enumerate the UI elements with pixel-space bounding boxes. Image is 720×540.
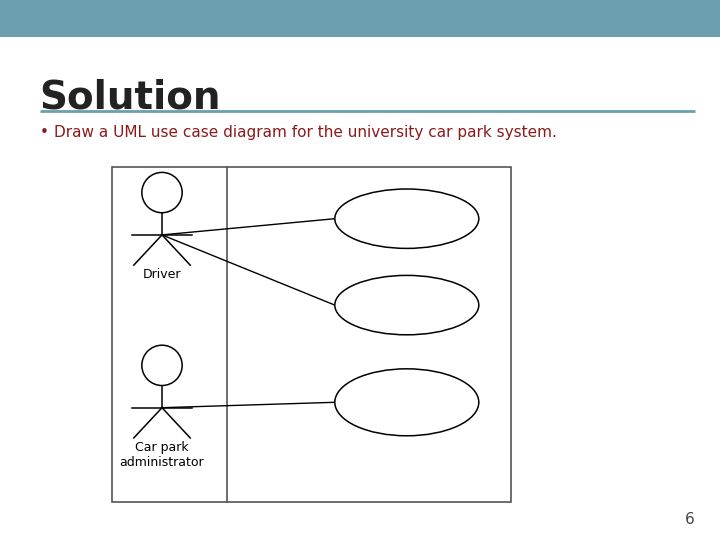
Text: Enter car park: Enter car park — [362, 212, 451, 225]
Ellipse shape — [335, 189, 479, 248]
Text: Car park
administrator: Car park administrator — [120, 441, 204, 469]
Ellipse shape — [335, 275, 479, 335]
Ellipse shape — [335, 369, 479, 436]
Text: Update list of
valid cards: Update list of valid cards — [365, 388, 449, 416]
Text: Draw a UML use case diagram for the university car park system.: Draw a UML use case diagram for the univ… — [54, 125, 557, 140]
Text: Solution: Solution — [40, 78, 221, 116]
Text: 6: 6 — [685, 511, 695, 526]
Ellipse shape — [142, 172, 182, 213]
Text: Leave car park: Leave car park — [360, 299, 454, 312]
Text: •: • — [40, 125, 48, 140]
Ellipse shape — [142, 345, 182, 386]
Text: Driver: Driver — [143, 268, 181, 281]
Bar — [0, 0, 720, 37]
Bar — [112, 167, 511, 502]
